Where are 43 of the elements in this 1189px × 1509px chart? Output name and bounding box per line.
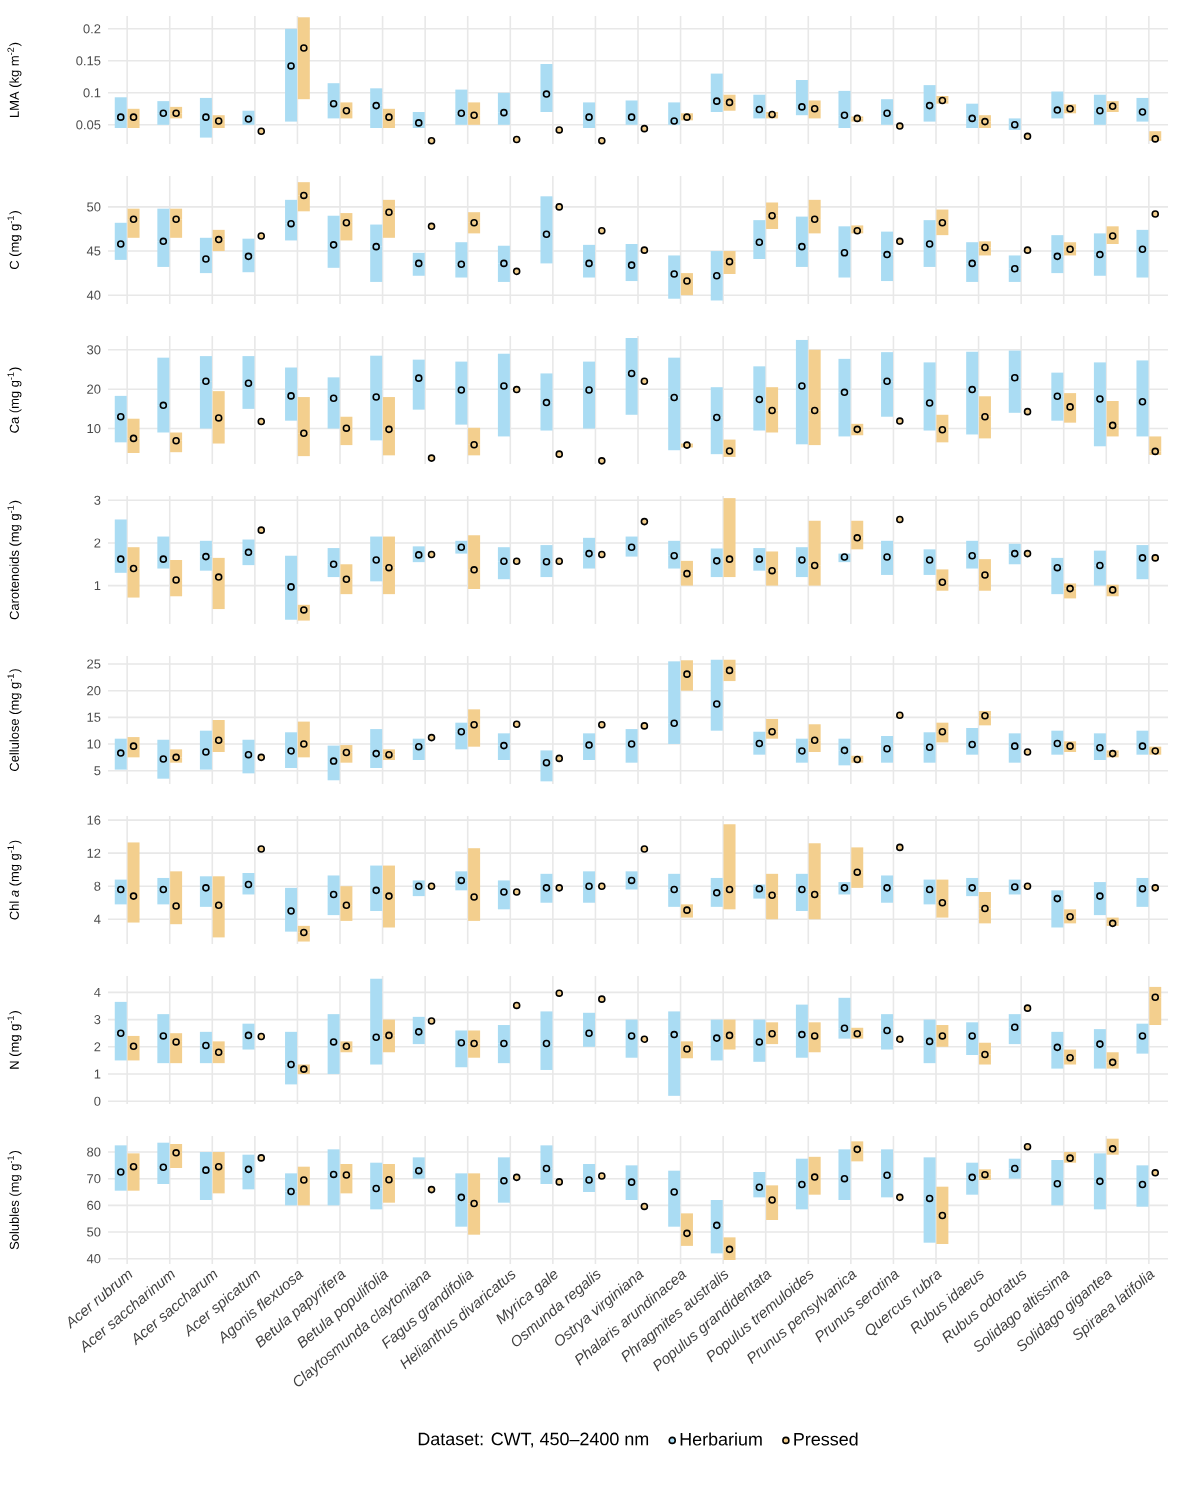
y-tick-label: 2 — [94, 1042, 101, 1052]
y-tick-label: 5 — [94, 766, 101, 776]
y-tick-label: 16 — [87, 815, 101, 825]
y-tick-label: 1 — [94, 1069, 101, 1079]
y-axis-title: Chl a (mg g$^{-1}$) — [7, 840, 22, 920]
y-tick-label: 12 — [87, 848, 101, 858]
y-axis-title: LMA (kg m$^{-2}$) — [7, 42, 22, 117]
y-tick-label: 0.1 — [83, 88, 101, 98]
y-tick-label: 20 — [87, 384, 101, 394]
y-axis-title: N (mg g$^{-1}$) — [7, 1011, 22, 1069]
y-tick-label: 15 — [87, 712, 101, 722]
y-tick-label: 20 — [87, 686, 101, 696]
y-tick-label: 50 — [87, 1227, 101, 1237]
y-tick-label: 0 — [94, 1096, 101, 1106]
legend-label: Herbarium — [680, 1432, 762, 1446]
legend-label: Pressed — [794, 1432, 858, 1446]
y-tick-label: 40 — [86, 1254, 101, 1264]
y-tick-label: 3 — [94, 495, 101, 505]
y-tick-label: 80 — [87, 1147, 101, 1157]
y-tick-label: 2 — [94, 538, 101, 548]
y-axis-title: Carotenoids (mg g$^{-1}$) — [7, 500, 22, 620]
y-tick-label: 10 — [87, 423, 101, 434]
y-tick-label: 30 — [87, 345, 101, 355]
y-tick-label: 1 — [94, 581, 101, 591]
y-axis-title: Cellulose (mg g$^{-1}$) — [7, 669, 22, 772]
y-tick-label: 25 — [87, 659, 101, 669]
y-tick-label: 70 — [87, 1174, 101, 1184]
y-tick-label: 0.2 — [83, 24, 101, 34]
y-axis-title: Solubles (mg g$^{-1}$) — [7, 1150, 22, 1250]
y-tick-label: 4 — [94, 914, 101, 924]
y-axis-title: C (mg g$^{-1}$) — [7, 211, 22, 270]
legend-title: Dataset: CWT, 450–2400 nm — [418, 1432, 649, 1448]
y-tick-label: 10 — [87, 739, 101, 749]
y-tick-label: 0.05 — [76, 120, 101, 130]
y-axis-title: Ca (mg g$^{-1}$) — [7, 367, 22, 433]
y-tick-label: 8 — [94, 881, 101, 891]
y-tick-label: 40 — [86, 290, 101, 300]
y-tick-label: 50 — [87, 202, 101, 212]
y-tick-label: 4 — [94, 987, 101, 997]
y-tick-label: 0.15 — [76, 56, 101, 66]
y-tick-label: 45 — [86, 246, 101, 256]
y-tick-label: 60 — [87, 1200, 101, 1210]
y-tick-label: 3 — [94, 1015, 101, 1025]
